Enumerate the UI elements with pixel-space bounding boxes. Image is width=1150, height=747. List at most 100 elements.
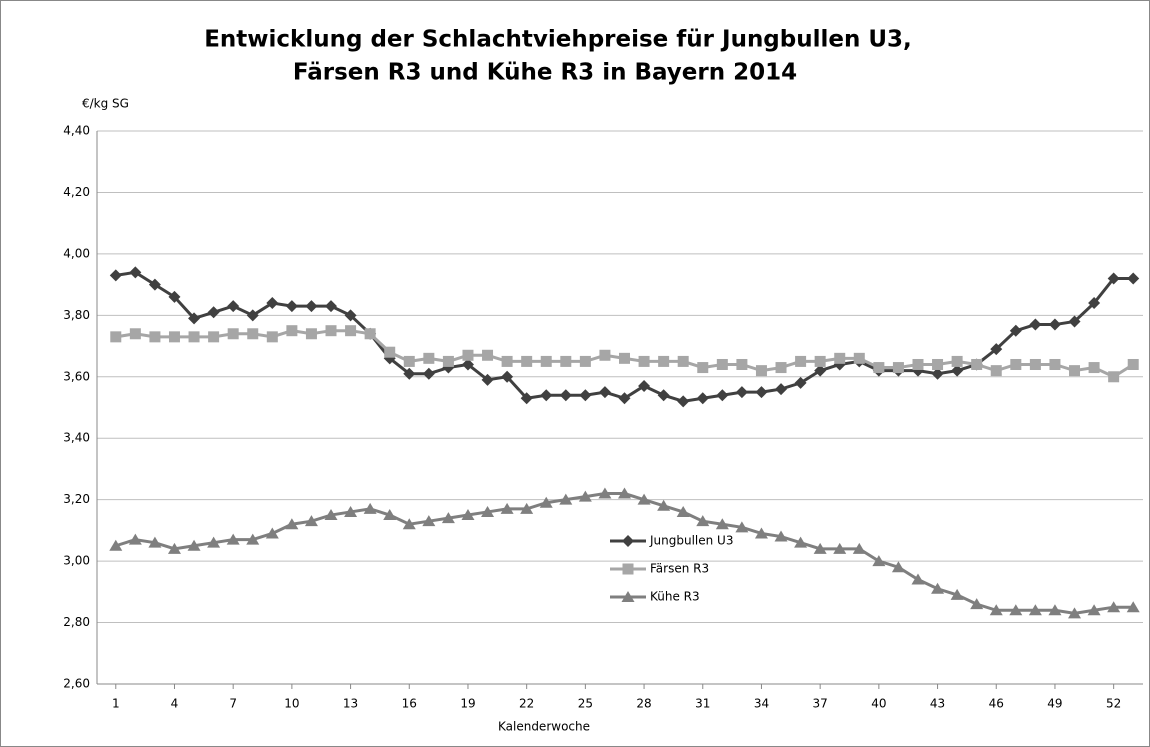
data-point: [813, 542, 827, 554]
data-point: [912, 358, 924, 370]
data-point: [461, 509, 475, 521]
data-point: [148, 278, 161, 291]
data-point: [794, 376, 807, 389]
y-tick-label: 4,20: [63, 185, 90, 199]
data-point: [384, 346, 396, 358]
y-tick-label: 3,60: [63, 369, 90, 383]
data-point: [247, 328, 259, 340]
data-point: [345, 325, 357, 337]
data-point: [1127, 358, 1139, 370]
data-point: [227, 300, 240, 313]
data-point: [246, 309, 259, 322]
data-point: [128, 533, 142, 545]
data-point: [754, 527, 768, 539]
data-point: [931, 367, 944, 380]
y-tick-label: 4,00: [63, 246, 90, 260]
data-point: [1049, 358, 1061, 370]
data-point: [1048, 318, 1061, 331]
data-point: [677, 395, 690, 408]
data-point: [775, 362, 787, 374]
data-point: [501, 370, 514, 383]
data-point: [794, 536, 808, 548]
data-point: [304, 515, 318, 527]
data-point: [618, 487, 631, 499]
data-point: [755, 365, 767, 377]
data-point: [266, 331, 278, 343]
legend-label: Kühe R3: [650, 590, 700, 604]
x-tick-label: 13: [343, 697, 358, 711]
x-tick-label: 25: [578, 697, 593, 711]
y-tick-label: 4,40: [63, 124, 90, 138]
data-point: [188, 312, 201, 325]
data-point: [696, 515, 710, 527]
data-point: [891, 561, 905, 573]
data-point: [1009, 324, 1022, 337]
data-point: [148, 536, 162, 548]
x-tick-label: 28: [636, 697, 651, 711]
data-point: [422, 367, 435, 380]
data-point: [501, 355, 513, 367]
data-point: [110, 331, 122, 343]
data-point: [873, 362, 885, 374]
data-point: [285, 300, 298, 313]
y-tick-label: 3,00: [63, 554, 90, 568]
data-point: [911, 573, 925, 585]
data-point: [716, 358, 728, 370]
data-point: [990, 365, 1002, 377]
data-point: [422, 515, 436, 527]
data-point: [1048, 604, 1062, 616]
data-point: [598, 487, 612, 499]
data-point: [1107, 272, 1120, 285]
data-point: [226, 533, 240, 545]
x-tick-label: 10: [284, 697, 299, 711]
y-tick-label: 3,40: [63, 431, 90, 445]
data-point: [167, 542, 181, 554]
data-point: [325, 300, 338, 313]
x-tick-label: 43: [930, 697, 945, 711]
x-tick-label: 16: [402, 697, 417, 711]
data-point: [305, 328, 317, 340]
data-point: [814, 355, 826, 367]
data-point: [774, 530, 788, 542]
data-point: [109, 539, 123, 551]
data-point: [481, 505, 495, 517]
data-point: [931, 582, 945, 594]
data-point: [989, 604, 1003, 616]
data-point: [951, 355, 963, 367]
data-point: [482, 349, 494, 361]
x-tick-label: 37: [813, 697, 828, 711]
y-axis-label: €/kg SG: [82, 97, 129, 111]
data-point: [1087, 604, 1101, 616]
data-point: [540, 355, 552, 367]
data-point: [579, 389, 592, 402]
data-point: [559, 389, 572, 402]
data-point: [188, 331, 200, 343]
data-point: [324, 509, 338, 521]
legend-label: Färsen R3: [650, 562, 709, 576]
data-point: [207, 536, 221, 548]
data-point: [1127, 272, 1140, 285]
data-point: [285, 518, 299, 530]
data-point: [932, 358, 944, 370]
data-point: [129, 328, 141, 340]
x-tick-label: 1: [112, 697, 120, 711]
data-point: [1028, 604, 1042, 616]
data-point: [735, 386, 748, 399]
data-point: [658, 355, 670, 367]
x-tick-label: 19: [460, 697, 475, 711]
data-point: [833, 542, 847, 554]
legend-marker: [622, 563, 634, 575]
data-point: [834, 352, 846, 364]
data-point: [637, 493, 651, 505]
data-point: [872, 555, 886, 567]
legend-marker: [621, 591, 635, 602]
data-point: [461, 358, 474, 371]
data-point: [853, 352, 865, 364]
data-point: [441, 512, 455, 524]
data-point: [521, 355, 533, 367]
data-point: [500, 502, 514, 514]
data-point: [344, 505, 358, 517]
data-point: [971, 358, 983, 370]
data-point: [951, 364, 964, 377]
